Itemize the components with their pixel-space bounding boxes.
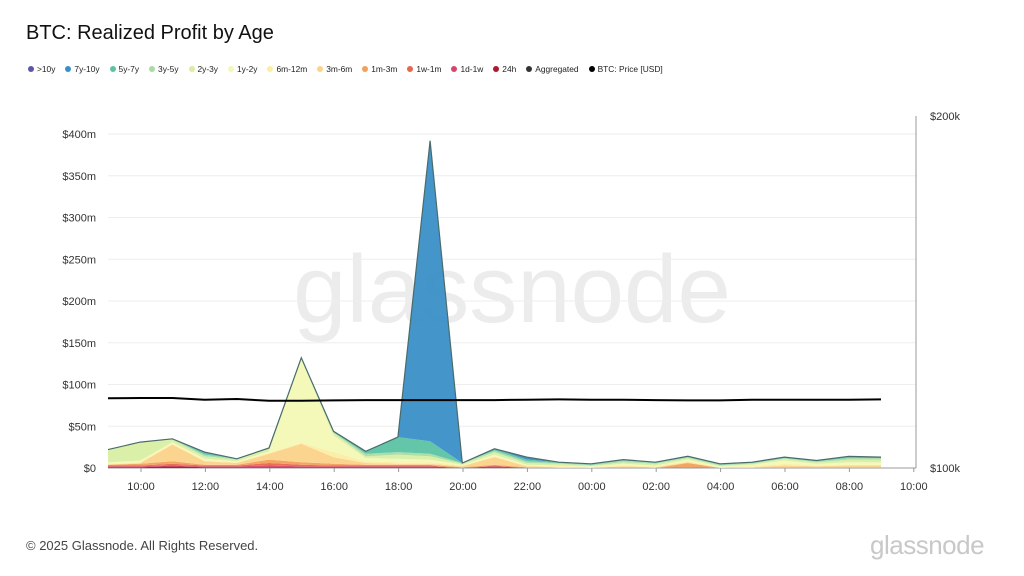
x-tick-label: 00:00: [578, 481, 606, 493]
aggregated-line: [107, 140, 882, 465]
legend-dot-icon: [451, 66, 458, 72]
y-tick-label: $100m: [62, 380, 96, 392]
btc-price-line: [107, 397, 882, 402]
glassnode-logo: glassnode: [870, 530, 985, 560]
legend-label: 1w-1m: [416, 64, 442, 74]
legend-item[interactable]: 6m-12m: [267, 64, 307, 74]
y-tick-label: $50m: [68, 421, 96, 433]
x-tick-label: 04:00: [707, 481, 735, 493]
y-tick-label: $300m: [62, 213, 96, 225]
legend-label: 3y-5y: [158, 64, 179, 74]
legend-label: 1y-2y: [237, 64, 258, 74]
legend-dot-icon: [109, 66, 116, 72]
x-tick-label: 12:00: [192, 481, 220, 493]
legend-item[interactable]: 7y-10y: [65, 64, 100, 74]
legend-label: 2y-3y: [197, 64, 218, 74]
area-6m-12m: [108, 442, 881, 468]
legend-item[interactable]: 1m-3m: [362, 64, 397, 74]
x-tick-label: 06:00: [771, 481, 799, 493]
x-tick-label: 16:00: [320, 481, 348, 493]
chart-title: BTC: Realized Profit by Age: [26, 22, 274, 44]
legend-dot-icon: [317, 66, 324, 72]
legend-item[interactable]: 1d-1w: [451, 64, 483, 74]
legend-dot-icon: [362, 66, 369, 72]
y-tick-label: $250m: [62, 254, 96, 266]
legend-label: 7y-10y: [74, 64, 100, 74]
chart-legend: >10y 7y-10y 5y-7y 3y-5y 2y-3y 1y-2y 6m-12m 3m-6…: [28, 64, 663, 74]
x-tick-label: 02:00: [642, 481, 670, 493]
legend-item[interactable]: 2y-3y: [188, 64, 218, 74]
area-1m-3m: [108, 459, 881, 468]
y2-tick-label: $100k: [930, 463, 960, 475]
legend-item[interactable]: 1y-2y: [228, 64, 257, 74]
y-tick-label: $350m: [62, 171, 96, 183]
copyright-footer: © 2025 Glassnode. All Rights Reserved.: [26, 538, 259, 553]
x-tick-label: 10:00: [127, 481, 155, 493]
legend-label: 3m-6m: [326, 64, 353, 74]
legend-item[interactable]: BTC: Price [USD]: [588, 64, 663, 74]
watermark: glassnode: [293, 236, 731, 343]
legend-dot-icon: [407, 66, 414, 72]
legend-item[interactable]: 1w-1m: [407, 64, 441, 74]
legend-dot-icon: [149, 66, 156, 72]
legend-dot-icon: [588, 66, 595, 72]
x-tick-label: 18:00: [385, 481, 413, 493]
legend-item[interactable]: Aggregated: [526, 64, 579, 74]
x-tick-label: 22:00: [514, 481, 542, 493]
y-tick-label: $150m: [62, 338, 96, 350]
legend-label: 6m-12m: [276, 64, 308, 74]
x-tick-label: 08:00: [836, 481, 864, 493]
legend-dot-icon: [493, 66, 500, 72]
y-tick-label: $0: [84, 463, 96, 475]
legend-dot-icon: [267, 66, 274, 72]
x-tick-label: 14:00: [256, 481, 284, 493]
legend-item[interactable]: 3y-5y: [149, 64, 179, 74]
legend-label: 1d-1w: [460, 64, 484, 74]
x-tick-label: 20:00: [449, 481, 477, 493]
legend-label: Aggregated: [535, 64, 579, 74]
y-tick-label: $200m: [62, 296, 96, 308]
legend-dot-icon: [526, 66, 533, 72]
area-24h: [108, 466, 881, 468]
legend-dot-icon: [28, 66, 34, 72]
legend-label: 5y-7y: [118, 64, 140, 74]
legend-label: 1m-3m: [371, 64, 398, 74]
y-tick-label: $400m: [62, 129, 96, 141]
legend-item[interactable]: 5y-7y: [109, 64, 140, 74]
legend-label: >10y: [37, 64, 56, 74]
legend-item[interactable]: 24h: [493, 64, 516, 74]
y2-tick-label: $200k: [930, 111, 960, 123]
legend-item[interactable]: 3m-6m: [317, 64, 352, 74]
legend-dot-icon: [188, 66, 195, 72]
legend-item[interactable]: >10y: [28, 64, 55, 74]
area-1y-2y: [108, 359, 881, 468]
legend-label: 24h: [502, 64, 517, 74]
legend-label: BTC: Price [USD]: [597, 64, 663, 74]
x-tick-label: 10:00: [900, 481, 928, 493]
legend-dot-icon: [65, 66, 72, 72]
area-3m-6m: [108, 443, 881, 468]
legend-dot-icon: [228, 66, 234, 72]
area-1d-1w: [108, 465, 881, 468]
